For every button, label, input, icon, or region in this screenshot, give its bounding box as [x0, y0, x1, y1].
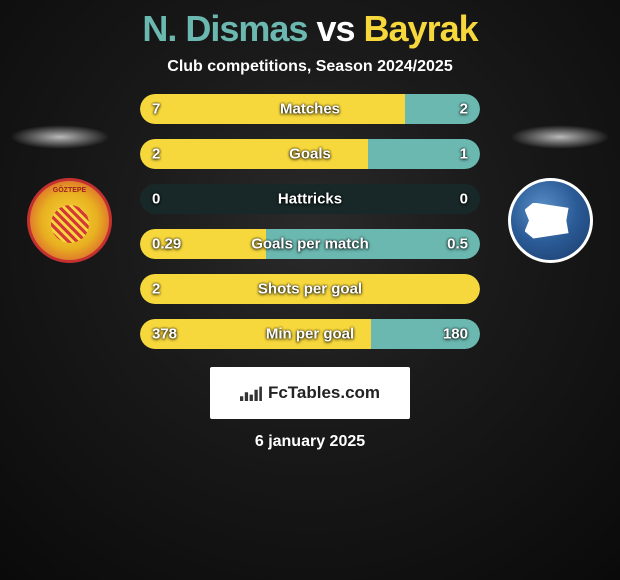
stat-label: Shots per goal [258, 281, 362, 298]
date-text: 6 january 2025 [255, 433, 365, 451]
stat-value-left: 2 [152, 146, 160, 163]
stat-value-right: 0 [460, 191, 468, 208]
footer-brand-box: FcTables.com [210, 367, 410, 419]
stat-row-1: 2 1 Goals [140, 139, 480, 169]
stat-value-right: 1 [460, 146, 468, 163]
stat-value-right: 0.5 [447, 236, 468, 253]
vs-text: vs [316, 8, 354, 49]
bar-left [140, 139, 368, 169]
comparison-title: N. Dismas vs Bayrak [142, 8, 477, 50]
brand-text: FcTables.com [268, 383, 380, 403]
stat-label: Min per goal [266, 326, 354, 343]
stat-value-left: 0.29 [152, 236, 181, 253]
stats-bars: 7 2 Matches 2 1 Goals 0 0 Hattricks 0.29 0.5 Goals … [140, 94, 480, 349]
brand-chart-icon [240, 385, 262, 401]
player2-name: Bayrak [364, 8, 478, 49]
stat-row-5: 378 180 Min per goal [140, 319, 480, 349]
bar-right [405, 94, 480, 124]
stat-value-right: 180 [443, 326, 468, 343]
stat-row-3: 0.29 0.5 Goals per match [140, 229, 480, 259]
stat-row-0: 7 2 Matches [140, 94, 480, 124]
bar-left [140, 94, 405, 124]
stat-value-right: 2 [460, 101, 468, 118]
stat-row-4: 2 Shots per goal [140, 274, 480, 304]
stat-value-left: 378 [152, 326, 177, 343]
stat-label: Goals [289, 146, 331, 163]
stat-label: Goals per match [251, 236, 369, 253]
stat-value-left: 0 [152, 191, 160, 208]
stat-value-left: 2 [152, 281, 160, 298]
stat-label: Hattricks [278, 191, 342, 208]
player1-name: N. Dismas [142, 8, 307, 49]
stat-label: Matches [280, 101, 340, 118]
stat-row-2: 0 0 Hattricks [140, 184, 480, 214]
subtitle: Club competitions, Season 2024/2025 [167, 58, 452, 76]
stat-value-left: 7 [152, 101, 160, 118]
